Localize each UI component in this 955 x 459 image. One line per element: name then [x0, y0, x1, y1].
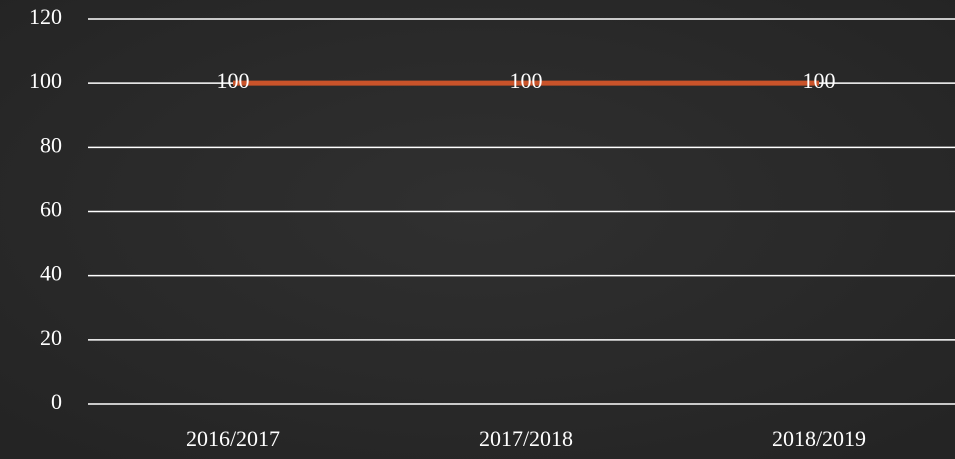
y-tick-label: 20 — [40, 325, 62, 350]
x-tick-label: 2018/2019 — [772, 426, 866, 451]
data-label: 100 — [803, 68, 836, 93]
y-tick-label: 100 — [29, 68, 62, 93]
y-tick-label: 40 — [40, 261, 62, 286]
data-label: 100 — [217, 68, 250, 93]
y-tick-label: 120 — [29, 4, 62, 29]
y-tick-label: 0 — [51, 389, 62, 414]
y-tick-label: 80 — [40, 132, 62, 157]
x-tick-label: 2016/2017 — [186, 426, 280, 451]
x-tick-label: 2017/2018 — [479, 426, 573, 451]
data-label: 100 — [510, 68, 543, 93]
y-tick-label: 60 — [40, 197, 62, 222]
